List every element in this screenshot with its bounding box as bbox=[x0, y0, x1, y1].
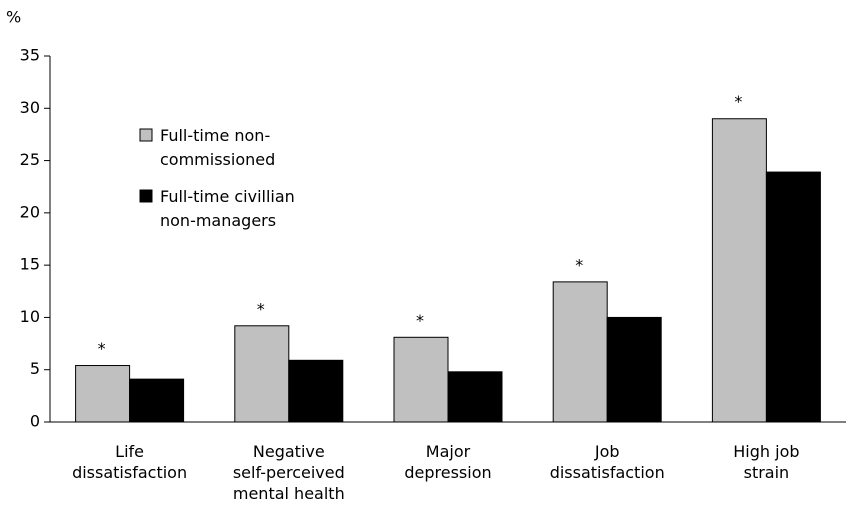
x-tick-label-line: High job bbox=[733, 442, 799, 461]
significance-mark: * bbox=[257, 299, 265, 318]
x-tick-label-line: Job bbox=[594, 442, 620, 461]
x-tick-label: Life dissatisfaction bbox=[72, 442, 187, 482]
x-tick-label-line: dissatisfaction bbox=[550, 463, 665, 482]
legend-label: Full-time civillian non-managers bbox=[160, 187, 295, 230]
x-tick-label: Job dissatisfaction bbox=[550, 442, 665, 482]
legend-label-line: Full-time civillian bbox=[160, 187, 295, 206]
y-axis-label: % bbox=[6, 8, 21, 27]
legend-label: Full-time non-commissioned bbox=[160, 126, 275, 169]
bar bbox=[288, 359, 344, 423]
legend-label-line: Full-time non- bbox=[160, 126, 270, 145]
bar bbox=[234, 325, 290, 423]
y-tick-label: 15 bbox=[20, 255, 40, 274]
bar bbox=[552, 281, 608, 423]
bar bbox=[765, 171, 821, 423]
bar bbox=[393, 336, 449, 423]
x-tick-label-line: dissatisfaction bbox=[72, 463, 187, 482]
x-tick-label-line: strain bbox=[744, 463, 790, 482]
x-tick-label-line: Negative bbox=[253, 442, 325, 461]
x-tick-label: Major depression bbox=[404, 442, 491, 482]
bar bbox=[606, 316, 662, 423]
bar bbox=[129, 378, 185, 423]
significance-mark: * bbox=[416, 311, 424, 330]
y-tick-label: 5 bbox=[30, 359, 40, 378]
significance-mark: * bbox=[98, 339, 106, 358]
x-tick-label: High job strain bbox=[733, 442, 799, 482]
legend-label-line: commissioned bbox=[160, 150, 275, 169]
x-tick-label-line: mental health bbox=[233, 484, 345, 503]
bar bbox=[711, 118, 767, 423]
y-tick-label: 30 bbox=[20, 98, 40, 117]
y-tick-label: 10 bbox=[20, 307, 40, 326]
significance-mark: * bbox=[734, 92, 742, 111]
x-tick-label-line: depression bbox=[404, 463, 491, 482]
legend-swatch bbox=[139, 189, 153, 203]
legend-label-line: non-managers bbox=[160, 211, 276, 230]
significance-mark: * bbox=[575, 255, 583, 274]
x-tick-label-line: Life bbox=[115, 442, 144, 461]
x-tick-label-line: Major bbox=[426, 442, 471, 461]
bar bbox=[447, 371, 503, 423]
y-tick-label: 35 bbox=[20, 46, 40, 65]
bar bbox=[75, 365, 131, 423]
y-tick-label: 25 bbox=[20, 150, 40, 169]
y-tick-label: 0 bbox=[30, 412, 40, 431]
x-tick-label: Negative self-perceived mental health bbox=[233, 442, 345, 503]
y-tick-label: 20 bbox=[20, 202, 40, 221]
legend-swatch bbox=[139, 128, 153, 142]
x-tick-label-line: self-perceived bbox=[233, 463, 345, 482]
